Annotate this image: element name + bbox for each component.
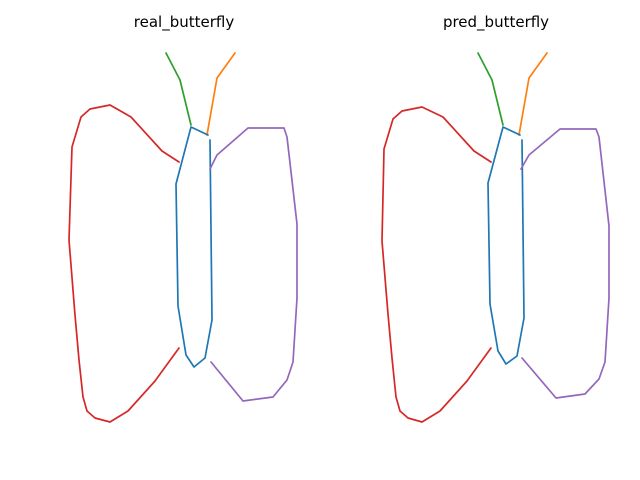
right-wing-real [209, 127, 298, 402]
panel-title-pred: pred_butterfly [443, 13, 549, 32]
right-wing-pred [520, 128, 610, 399]
left-wing-real [68, 104, 180, 423]
left-wing-pred [381, 106, 492, 423]
right-antenna-real [206, 52, 236, 136]
panel-pred: pred_butterfly [381, 13, 610, 423]
left-antenna-real [165, 52, 192, 126]
body-outline-real [175, 126, 213, 368]
panel-real: real_butterfly [68, 13, 298, 423]
right-antenna-pred [518, 52, 548, 136]
panel-title-real: real_butterfly [134, 13, 235, 32]
left-antenna-pred [477, 52, 504, 126]
body-outline-pred [487, 126, 525, 365]
